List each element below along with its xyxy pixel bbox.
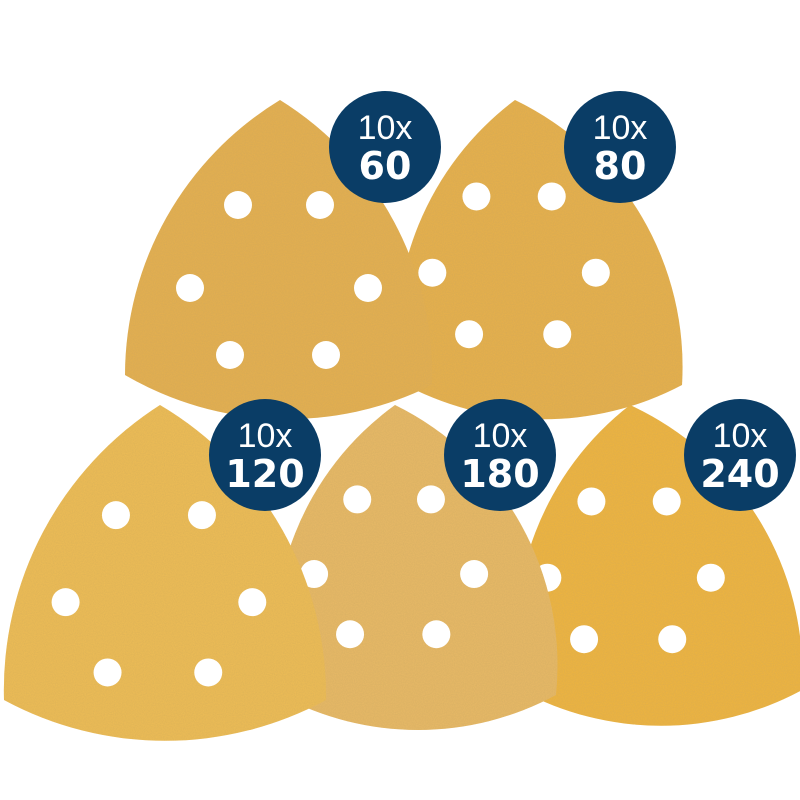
- dust-hole: [216, 341, 244, 369]
- dust-hole: [422, 620, 451, 649]
- dust-hole: [418, 258, 447, 287]
- dust-hole: [658, 625, 687, 654]
- dust-hole: [354, 274, 382, 302]
- badge-quantity: 10x: [238, 417, 293, 455]
- dust-hole: [176, 274, 204, 302]
- dust-hole: [537, 182, 566, 211]
- dust-hole: [306, 191, 334, 219]
- dust-hole: [336, 620, 365, 649]
- dust-hole: [462, 182, 491, 211]
- badge-grit: 180: [460, 452, 539, 496]
- badge-quantity: 10x: [358, 109, 413, 147]
- dust-hole: [101, 501, 130, 530]
- dust-hole: [416, 485, 445, 514]
- dust-hole: [581, 258, 610, 287]
- badge-grit: 120: [225, 452, 304, 496]
- dust-hole: [343, 485, 372, 514]
- badge-circle: [444, 399, 556, 511]
- dust-hole: [194, 658, 223, 687]
- dust-hole: [696, 563, 725, 592]
- badge-circle: [209, 399, 321, 511]
- dust-hole: [187, 501, 216, 530]
- badge-grit: 240: [700, 452, 779, 496]
- dust-hole: [312, 341, 340, 369]
- dust-hole: [300, 560, 329, 589]
- dust-hole: [577, 487, 606, 516]
- badge-quantity: 10x: [713, 417, 768, 455]
- dust-hole: [455, 320, 484, 349]
- badge-circle: [329, 91, 441, 203]
- dust-hole: [543, 320, 572, 349]
- dust-hole: [224, 191, 252, 219]
- badge-circle: [564, 91, 676, 203]
- badge-quantity: 10x: [473, 417, 528, 455]
- badge-circle: [684, 399, 796, 511]
- dust-hole: [570, 625, 599, 654]
- dust-hole: [460, 560, 489, 589]
- badge-grit: 80: [594, 144, 647, 188]
- dust-hole: [652, 487, 681, 516]
- dust-hole: [51, 588, 80, 617]
- badge-grit: 60: [359, 144, 412, 188]
- badge-quantity: 10x: [593, 109, 648, 147]
- dust-hole: [93, 658, 122, 687]
- dust-hole: [238, 588, 267, 617]
